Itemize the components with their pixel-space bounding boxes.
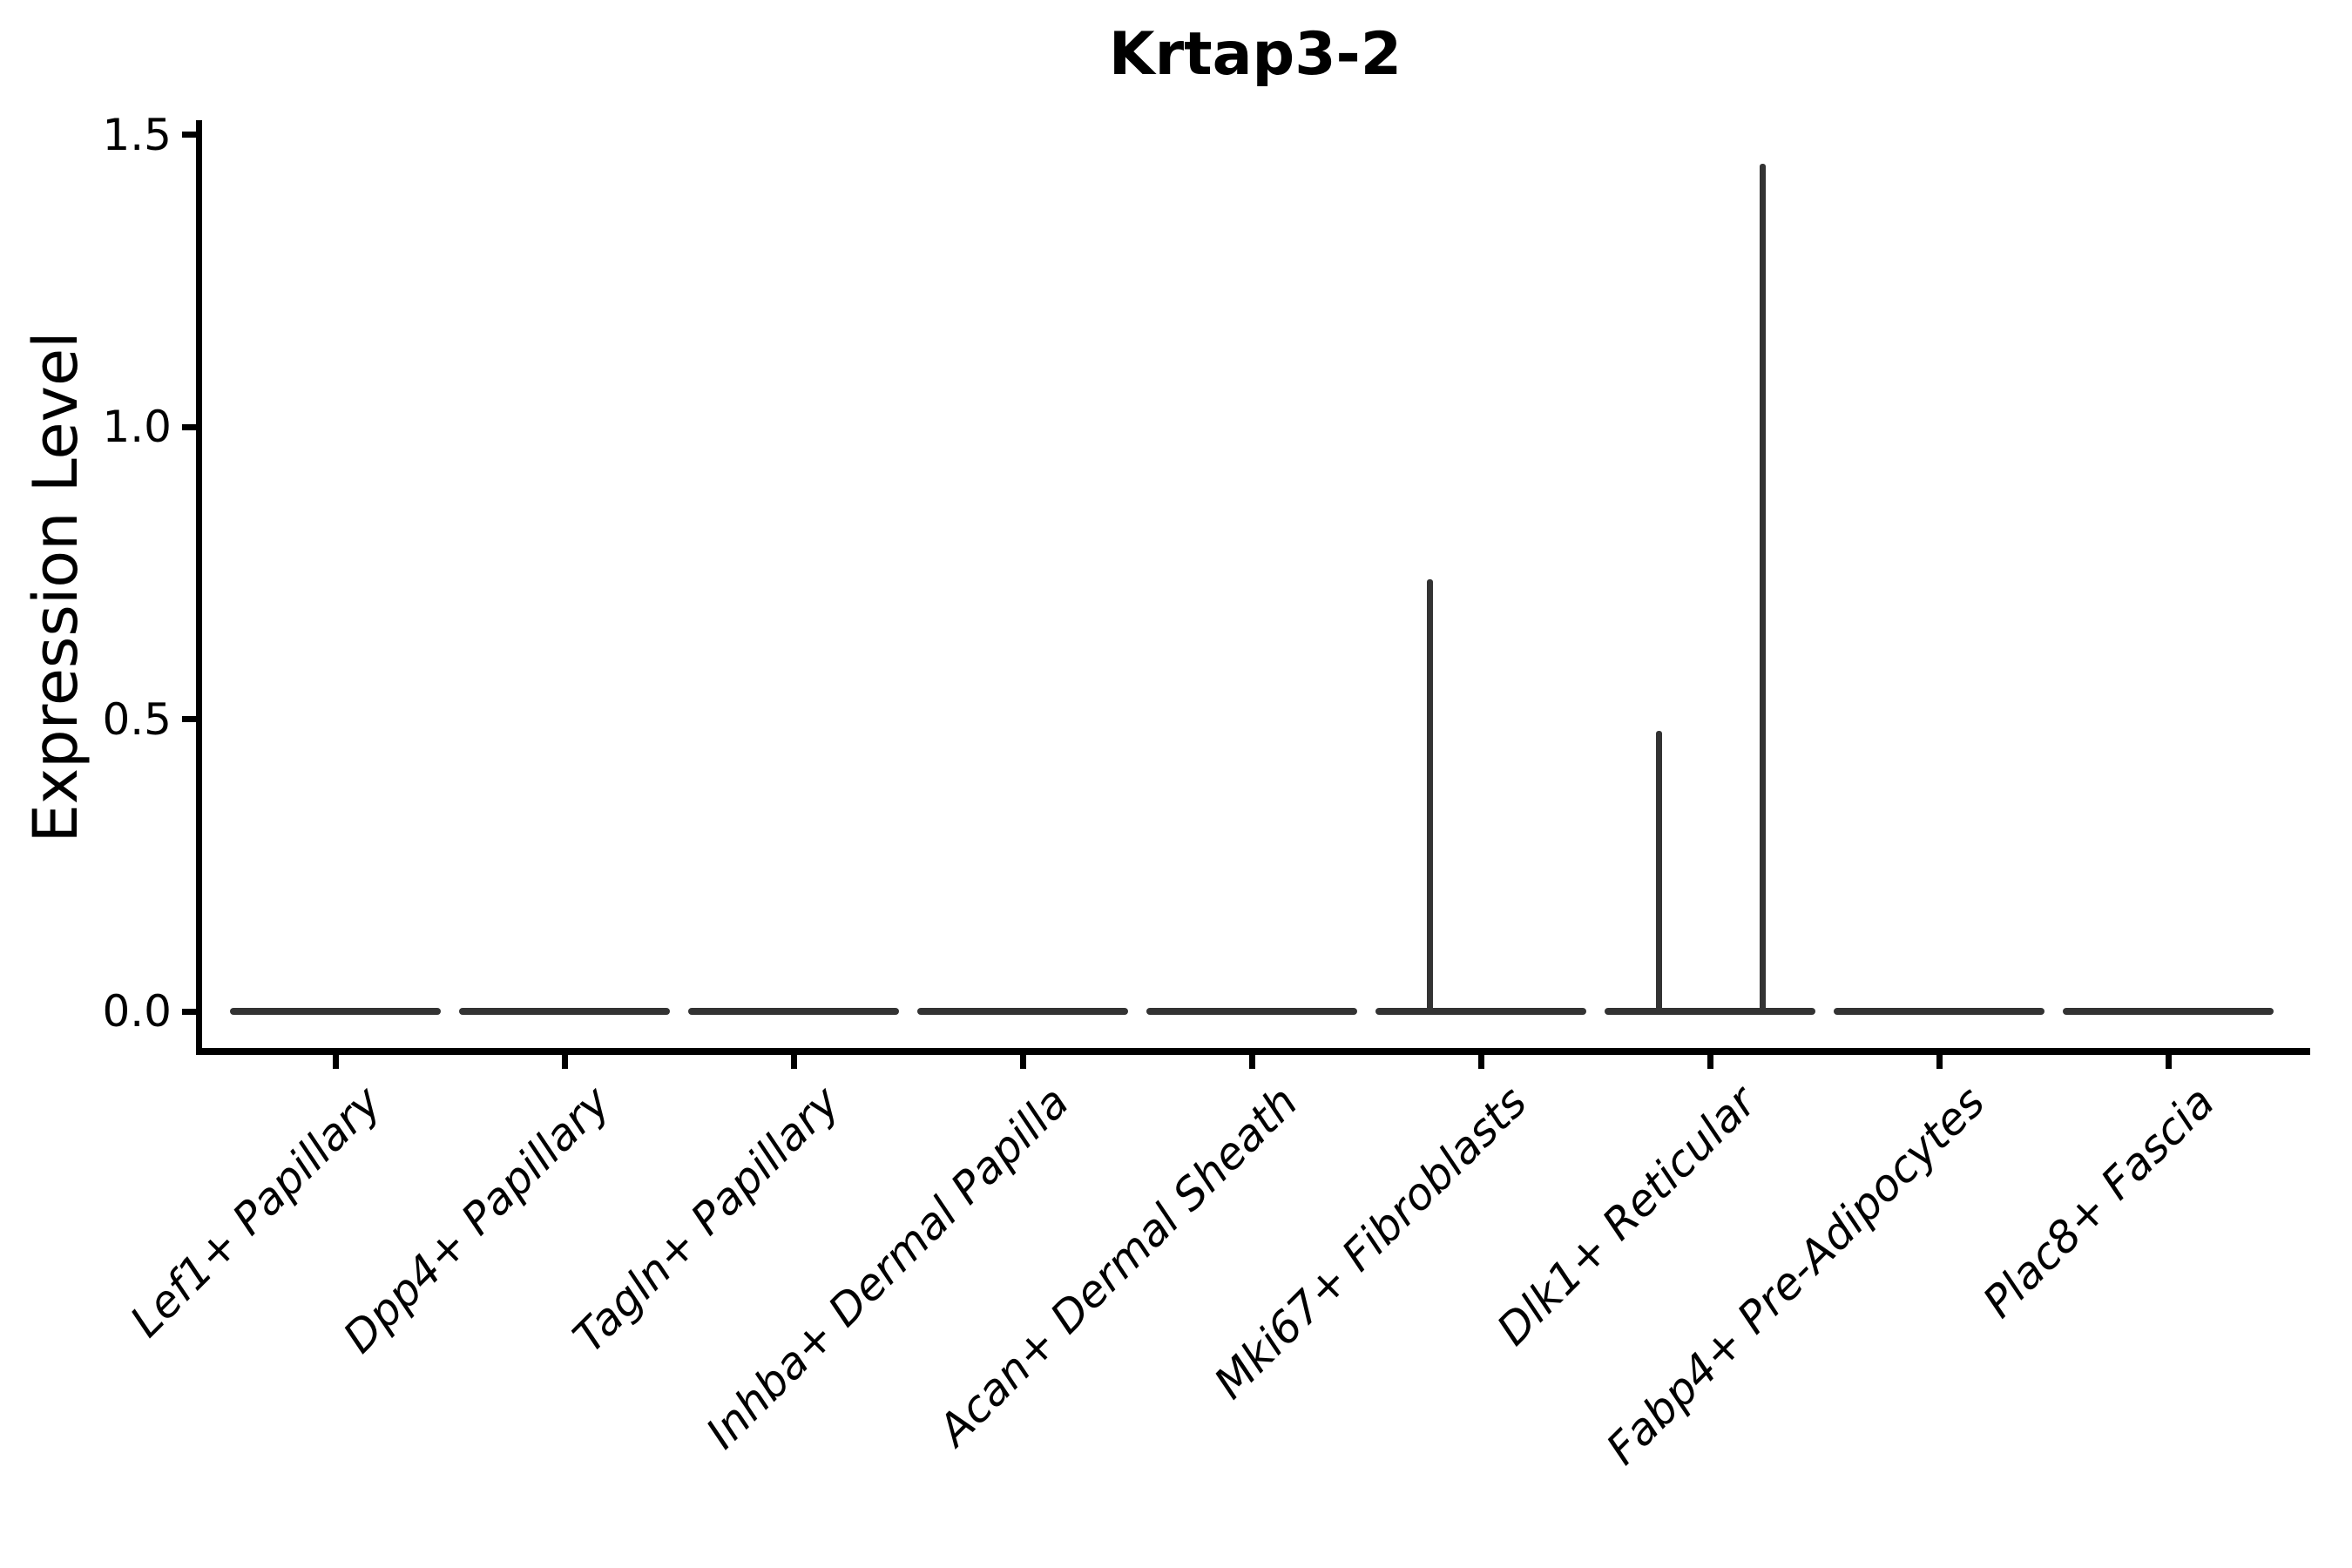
x-axis-spine <box>196 1048 2310 1055</box>
y-tick-label: 0.0 <box>102 986 172 1037</box>
y-tick-label: 0.5 <box>102 693 172 745</box>
violin-spike <box>1426 578 1433 1011</box>
violin-body <box>2063 1008 2274 1015</box>
chart-title: Krtap3-2 <box>1108 20 1402 89</box>
y-tick <box>182 132 196 139</box>
violin-body <box>1146 1008 1357 1015</box>
x-tick <box>1707 1055 1713 1069</box>
x-tick-label: Fabp4+ Pre-Adipocytes <box>1597 1076 1995 1475</box>
y-axis-spine <box>196 120 202 1055</box>
y-tick <box>182 1008 196 1015</box>
violin-body <box>230 1008 441 1015</box>
x-tick <box>1477 1055 1484 1069</box>
violin-body <box>1375 1008 1586 1015</box>
y-tick <box>182 423 196 430</box>
violin-body <box>459 1008 670 1015</box>
y-tick <box>182 716 196 723</box>
violin-spike <box>1759 164 1766 1011</box>
violin-body <box>1834 1008 2044 1015</box>
x-tick <box>561 1055 568 1069</box>
y-tick-label: 1.0 <box>102 402 172 453</box>
violin-body <box>1605 1008 1815 1015</box>
x-tick <box>1019 1055 1026 1069</box>
y-tick-label: 1.5 <box>102 109 172 160</box>
x-tick <box>1248 1055 1255 1069</box>
violin-body <box>917 1008 1128 1015</box>
violin-body <box>688 1008 899 1015</box>
x-tick-label: Lef1+ Papillary <box>120 1076 391 1348</box>
x-tick-label: Plac8+ Fascia <box>1972 1076 2224 1328</box>
x-tick <box>1936 1055 1943 1069</box>
x-tick <box>332 1055 339 1069</box>
violin-spike <box>1655 731 1662 1011</box>
x-tick <box>2165 1055 2172 1069</box>
x-tick <box>790 1055 797 1069</box>
